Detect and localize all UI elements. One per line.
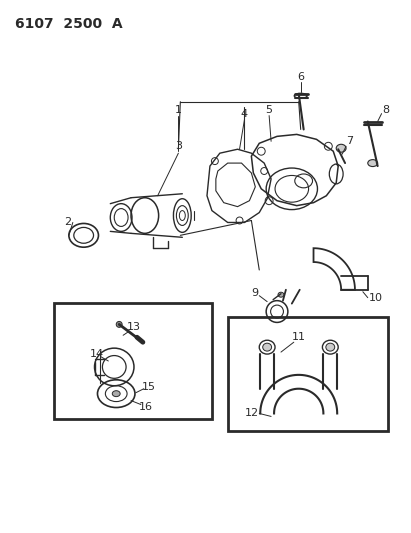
- Text: 16: 16: [139, 401, 153, 411]
- Text: 13: 13: [127, 322, 141, 333]
- Ellipse shape: [278, 292, 284, 297]
- Bar: [228, 318, 388, 431]
- Text: 8: 8: [382, 104, 389, 115]
- Text: 7: 7: [346, 136, 353, 147]
- Text: 1: 1: [175, 104, 182, 115]
- Text: 10: 10: [369, 293, 383, 303]
- Text: 12: 12: [245, 408, 259, 418]
- Ellipse shape: [116, 321, 122, 327]
- Text: 15: 15: [142, 382, 156, 392]
- Ellipse shape: [112, 391, 120, 397]
- Bar: [54, 303, 212, 419]
- Text: 9: 9: [251, 288, 258, 298]
- Ellipse shape: [326, 343, 335, 351]
- Text: 4: 4: [241, 109, 248, 119]
- Text: 2: 2: [65, 217, 72, 228]
- Text: 5: 5: [266, 104, 272, 115]
- Text: 14: 14: [90, 349, 104, 359]
- Text: 6107  2500  A: 6107 2500 A: [15, 17, 122, 30]
- Text: 6: 6: [297, 72, 304, 82]
- Text: 11: 11: [292, 332, 306, 342]
- Ellipse shape: [263, 343, 272, 351]
- Ellipse shape: [368, 159, 378, 166]
- Text: 3: 3: [175, 141, 182, 151]
- Ellipse shape: [336, 144, 346, 152]
